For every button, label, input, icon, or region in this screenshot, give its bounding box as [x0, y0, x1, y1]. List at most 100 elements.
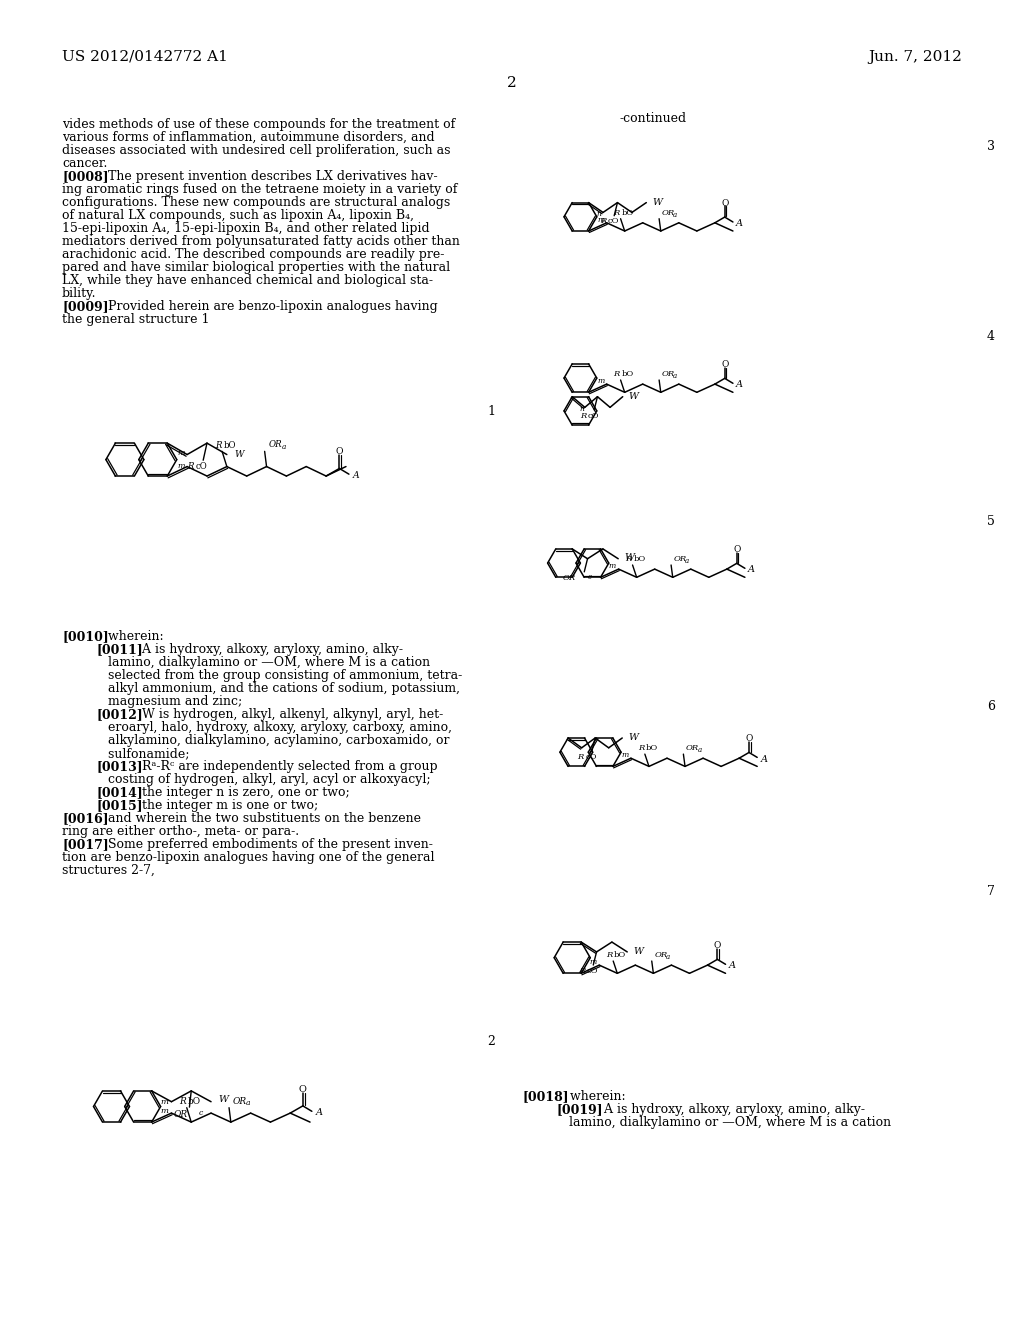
Text: magnesium and zinc;: magnesium and zinc;: [96, 696, 243, 708]
Text: [0009]: [0009]: [62, 300, 109, 313]
Text: bO: bO: [646, 744, 658, 752]
Text: The present invention describes LX derivatives hav-: The present invention describes LX deriv…: [96, 170, 438, 183]
Text: A is hydroxy, alkoxy, aryloxy, amino, alky-: A is hydroxy, alkoxy, aryloxy, amino, al…: [130, 643, 403, 656]
Text: 5: 5: [987, 515, 995, 528]
Text: W: W: [218, 1096, 228, 1105]
Text: selected from the group consisting of ammonium, tetra-: selected from the group consisting of am…: [96, 669, 462, 682]
Text: Some preferred embodiments of the present inven-: Some preferred embodiments of the presen…: [96, 838, 433, 851]
Text: Jun. 7, 2012: Jun. 7, 2012: [868, 50, 962, 63]
Text: R: R: [638, 744, 644, 752]
Text: bility.: bility.: [62, 286, 96, 300]
Text: cO: cO: [586, 752, 597, 760]
Text: 7: 7: [987, 884, 995, 898]
Text: [0015]: [0015]: [96, 799, 142, 812]
Text: O: O: [721, 360, 728, 368]
Text: W: W: [629, 392, 638, 401]
Text: OR: OR: [662, 209, 675, 216]
Text: wherein:: wherein:: [96, 630, 164, 643]
Text: configurations. These new compounds are structural analogs: configurations. These new compounds are …: [62, 195, 451, 209]
Text: [0008]: [0008]: [62, 170, 109, 183]
Text: W: W: [624, 553, 634, 561]
Text: cancer.: cancer.: [62, 157, 108, 170]
Text: O: O: [745, 734, 753, 743]
Text: W: W: [628, 734, 638, 742]
Text: LX, while they have enhanced chemical and biological sta-: LX, while they have enhanced chemical an…: [62, 275, 433, 286]
Text: [0016]: [0016]: [62, 812, 109, 825]
Text: m: m: [597, 378, 604, 385]
Text: OR: OR: [268, 440, 282, 449]
Text: wherein:: wherein:: [557, 1090, 625, 1104]
Text: OR: OR: [173, 1110, 187, 1119]
Text: a: a: [673, 372, 677, 380]
Text: arachidonic acid. The described compounds are readily pre-: arachidonic acid. The described compound…: [62, 248, 444, 261]
Text: a: a: [666, 953, 670, 961]
Text: A is hydroxy, alkoxy, aryloxy, amino, alky-: A is hydroxy, alkoxy, aryloxy, amino, al…: [592, 1104, 864, 1115]
Text: 6: 6: [987, 700, 995, 713]
Text: A: A: [761, 755, 767, 763]
Text: m: m: [177, 449, 184, 457]
Text: ing aromatic rings fused on the tetraene moiety in a variety of: ing aromatic rings fused on the tetraene…: [62, 183, 458, 195]
Text: the general structure 1: the general structure 1: [62, 313, 210, 326]
Text: m: m: [622, 751, 629, 759]
Text: and wherein the two substituents on the benzene: and wherein the two substituents on the …: [96, 812, 422, 825]
Text: bO: bO: [634, 556, 645, 564]
Text: O: O: [299, 1085, 307, 1094]
Text: O: O: [733, 545, 740, 554]
Text: bO: bO: [224, 441, 237, 450]
Text: OR: OR: [232, 1097, 247, 1106]
Text: m: m: [609, 562, 616, 570]
Text: O: O: [336, 447, 343, 455]
Text: W is hydrogen, alkyl, alkenyl, alkynyl, aryl, het-: W is hydrogen, alkyl, alkenyl, alkynyl, …: [130, 708, 443, 721]
Text: OR: OR: [563, 574, 577, 582]
Text: bO: bO: [187, 1097, 201, 1106]
Text: -continued: -continued: [620, 112, 686, 125]
Text: of natural LX compounds, such as lipoxin A₄, lipoxin B₄,: of natural LX compounds, such as lipoxin…: [62, 209, 414, 222]
Text: a: a: [282, 442, 286, 450]
Text: lamino, dialkylamino or —OM, where M is a cation: lamino, dialkylamino or —OM, where M is …: [557, 1115, 891, 1129]
Text: cO: cO: [588, 412, 599, 420]
Text: structures 2-7,: structures 2-7,: [62, 865, 155, 876]
Text: R: R: [216, 441, 222, 450]
Text: R: R: [613, 371, 620, 379]
Text: costing of hydrogen, alkyl, aryl, acyl or alkoxyacyl;: costing of hydrogen, alkyl, aryl, acyl o…: [96, 774, 431, 785]
Text: the integer m is one or two;: the integer m is one or two;: [130, 799, 318, 812]
Text: O: O: [721, 198, 728, 207]
Text: OR: OR: [662, 371, 675, 379]
Text: [0010]: [0010]: [62, 630, 109, 643]
Text: 4: 4: [987, 330, 995, 343]
Text: cO: cO: [587, 966, 598, 974]
Text: R: R: [187, 462, 194, 471]
Text: 2: 2: [507, 77, 517, 90]
Text: A: A: [729, 961, 736, 970]
Text: vides methods of use of these compounds for the treatment of: vides methods of use of these compounds …: [62, 117, 456, 131]
Text: bO: bO: [622, 209, 634, 216]
Text: Rᵃ-Rᶜ are independently selected from a group: Rᵃ-Rᶜ are independently selected from a …: [130, 760, 438, 774]
Text: A: A: [315, 1107, 323, 1117]
Text: A: A: [749, 565, 755, 574]
Text: [0017]: [0017]: [62, 838, 109, 851]
Text: lamino, dialkylamino or —OM, where M is a cation: lamino, dialkylamino or —OM, where M is …: [96, 656, 430, 669]
Text: c: c: [199, 1109, 203, 1117]
Text: R: R: [613, 209, 620, 216]
Text: tion are benzo-lipoxin analogues having one of the general: tion are benzo-lipoxin analogues having …: [62, 851, 434, 865]
Text: R: R: [579, 966, 585, 974]
Text: cO: cO: [607, 218, 620, 226]
Text: US 2012/0142772 A1: US 2012/0142772 A1: [62, 50, 228, 63]
Text: [0014]: [0014]: [96, 785, 142, 799]
Text: [0013]: [0013]: [96, 760, 142, 774]
Text: W: W: [234, 450, 244, 459]
Text: W: W: [633, 948, 643, 957]
Text: n: n: [580, 405, 584, 413]
Text: A: A: [352, 471, 359, 479]
Text: OR: OR: [654, 952, 668, 960]
Text: m: m: [161, 1098, 169, 1106]
Text: c: c: [588, 573, 592, 581]
Text: OR: OR: [686, 744, 699, 752]
Text: pared and have similar biological properties with the natural: pared and have similar biological proper…: [62, 261, 451, 275]
Text: bO: bO: [614, 952, 627, 960]
Text: A: A: [736, 219, 743, 228]
Text: bO: bO: [622, 371, 634, 379]
Text: various forms of inflammation, autoimmune disorders, and: various forms of inflammation, autoimmun…: [62, 131, 434, 144]
Text: 15-epi-lipoxin A₄, 15-epi-lipoxin B₄, and other related lipid: 15-epi-lipoxin A₄, 15-epi-lipoxin B₄, an…: [62, 222, 430, 235]
Text: a: a: [697, 746, 701, 754]
